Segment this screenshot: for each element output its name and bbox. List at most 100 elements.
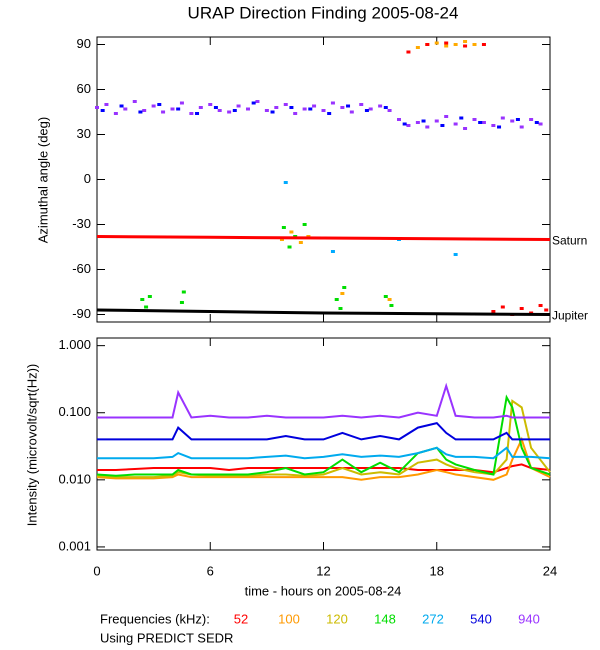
point xyxy=(515,118,520,121)
point xyxy=(402,122,407,126)
point xyxy=(251,101,256,105)
point xyxy=(472,43,477,46)
point xyxy=(140,298,145,301)
point xyxy=(544,308,549,312)
y-tick-label: -60 xyxy=(72,261,91,276)
point xyxy=(519,307,524,310)
point xyxy=(264,109,269,112)
point xyxy=(334,298,339,301)
point xyxy=(287,245,292,249)
x-axis-label: time - hours on 2005-08-24 xyxy=(245,583,402,598)
series-line xyxy=(96,394,551,477)
point xyxy=(387,109,392,112)
point xyxy=(330,101,335,105)
point xyxy=(425,125,430,129)
x-tick-label: 6 xyxy=(207,563,214,578)
line-label: Jupiter xyxy=(552,309,588,323)
point xyxy=(387,298,392,301)
point xyxy=(270,110,275,114)
point xyxy=(181,290,186,294)
point xyxy=(444,115,449,118)
point xyxy=(406,50,411,54)
point xyxy=(440,124,445,127)
point xyxy=(274,106,279,109)
point xyxy=(534,121,539,124)
point xyxy=(246,107,250,111)
point xyxy=(340,292,345,295)
x-tick-label: 24 xyxy=(543,563,557,578)
point xyxy=(302,107,307,111)
plot-frame xyxy=(96,36,551,323)
point xyxy=(378,104,383,108)
point xyxy=(383,295,388,298)
point xyxy=(500,116,505,120)
series-line xyxy=(96,436,551,481)
point xyxy=(198,106,203,109)
point xyxy=(340,106,345,109)
point xyxy=(415,121,420,124)
point xyxy=(170,107,175,111)
line-label: Saturn xyxy=(552,234,587,248)
point xyxy=(459,116,464,120)
point xyxy=(481,43,486,46)
point xyxy=(151,104,156,108)
point xyxy=(359,103,364,106)
point xyxy=(302,223,307,226)
legend-title: Frequencies (kHz): xyxy=(100,611,210,626)
point xyxy=(368,107,373,111)
point xyxy=(510,119,515,123)
legend-label: 100 xyxy=(278,611,300,626)
point xyxy=(138,110,143,114)
point xyxy=(179,101,184,105)
point xyxy=(217,109,222,112)
series-line xyxy=(96,399,551,479)
point xyxy=(147,295,152,298)
point xyxy=(281,226,286,229)
point xyxy=(346,104,351,108)
point xyxy=(529,118,534,121)
point xyxy=(425,43,430,46)
reference-line xyxy=(96,235,551,241)
point xyxy=(421,119,426,123)
point xyxy=(227,110,232,114)
point xyxy=(113,112,118,115)
point xyxy=(330,250,335,253)
y-axis-label: Intensity (microvolt/sqrt(Hz)) xyxy=(24,364,39,527)
legend-label: 272 xyxy=(422,611,444,626)
point xyxy=(119,104,124,108)
y-tick-label: 60 xyxy=(77,81,91,96)
point xyxy=(338,307,343,310)
y-tick-label: 0.001 xyxy=(58,538,91,553)
y-tick-label: 0.100 xyxy=(58,404,91,419)
point xyxy=(95,106,99,109)
point xyxy=(176,107,181,111)
y-tick-label: 0 xyxy=(84,171,91,186)
y-tick-label: -90 xyxy=(72,306,91,321)
point xyxy=(208,103,213,106)
point xyxy=(538,304,543,307)
point xyxy=(279,238,284,241)
point xyxy=(195,112,200,115)
point xyxy=(497,125,502,129)
point xyxy=(364,109,369,112)
point xyxy=(383,106,388,109)
point xyxy=(453,43,458,46)
y-tick-label: 90 xyxy=(77,36,91,51)
chart-title: URAP Direction Finding 2005-08-24 xyxy=(188,3,459,22)
point xyxy=(255,100,260,103)
note: Using PREDICT SEDR xyxy=(100,630,233,645)
point xyxy=(444,44,449,48)
point xyxy=(289,106,294,109)
point xyxy=(406,124,411,127)
point xyxy=(491,124,496,127)
point xyxy=(189,112,194,115)
point xyxy=(500,305,505,309)
legend-label: 52 xyxy=(234,611,248,626)
point xyxy=(444,41,449,45)
point xyxy=(478,121,483,124)
legend-label: 120 xyxy=(326,611,348,626)
point xyxy=(434,41,439,45)
point xyxy=(349,110,354,114)
series-line xyxy=(97,382,550,419)
